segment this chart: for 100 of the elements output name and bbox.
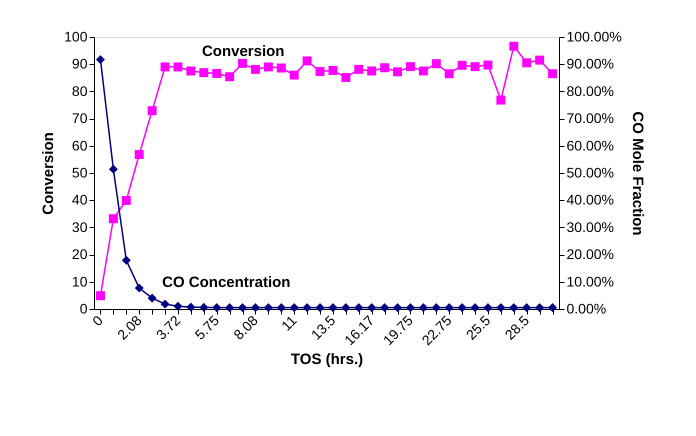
point [509, 42, 518, 51]
series-label: Conversion [202, 42, 284, 60]
point [354, 303, 364, 312]
point [173, 302, 182, 311]
point [186, 66, 196, 76]
point [418, 66, 428, 76]
y-tick-label: 50 [72, 164, 88, 180]
point [341, 73, 350, 82]
y-tick-label: 30 [72, 218, 88, 235]
y2-tick-label: 80.00% [566, 82, 614, 99]
point [470, 62, 480, 72]
point [470, 303, 480, 312]
point [250, 64, 260, 74]
point [483, 60, 492, 70]
point [496, 303, 506, 312]
y2-tick-label: 100.00% [566, 28, 622, 44]
point [160, 62, 170, 72]
point [380, 63, 390, 72]
point [238, 58, 248, 68]
point [496, 96, 506, 105]
y2-axis-title: CO Mole Fraction [628, 111, 646, 236]
y2-tick-label: 30.00% [566, 218, 614, 235]
point [367, 66, 376, 76]
point [250, 303, 260, 312]
y-tick-label: 80 [72, 82, 88, 99]
point [432, 59, 441, 68]
point [225, 72, 234, 82]
point [134, 284, 144, 293]
point [316, 67, 325, 76]
point [380, 303, 390, 312]
point [199, 302, 208, 312]
point [548, 303, 558, 312]
point [444, 69, 454, 78]
point [354, 64, 364, 74]
y-tick-label: 20 [72, 246, 88, 262]
point [393, 67, 402, 76]
point [483, 303, 492, 312]
y-tick-label: 70 [72, 110, 88, 126]
point [509, 303, 518, 312]
point [290, 303, 299, 312]
point [290, 70, 299, 80]
point [367, 303, 376, 312]
y-tick-label: 100 [64, 28, 88, 44]
point [108, 214, 118, 224]
point [522, 303, 532, 312]
point [302, 303, 312, 312]
point [96, 291, 105, 300]
y-axis-title: Conversion [40, 132, 58, 215]
y-tick-label: 0 [80, 300, 88, 316]
series-label: CO Concentration [162, 274, 290, 292]
point [212, 303, 222, 312]
point [225, 303, 234, 312]
point [276, 64, 286, 72]
point [134, 150, 144, 159]
point [432, 303, 441, 312]
point [122, 196, 131, 205]
y2-tick-label: 90.00% [566, 56, 614, 72]
point [341, 303, 350, 312]
y2-tick-label: 50.00% [566, 164, 614, 180]
point [122, 256, 131, 265]
point [264, 62, 273, 72]
x-tick-label: 8.08 [230, 312, 262, 343]
x-tick-label: 3.72 [152, 312, 184, 343]
y2-tick-label: 40.00% [566, 192, 614, 208]
point [212, 68, 222, 78]
point [406, 62, 415, 72]
point [458, 60, 467, 70]
point [302, 56, 312, 66]
x-axis-title: TOS (hrs.) [290, 351, 364, 368]
y2-tick-label: 60.00% [566, 137, 614, 154]
point [444, 303, 454, 312]
point [328, 303, 338, 312]
point [522, 58, 532, 68]
point [406, 303, 415, 312]
point [458, 303, 467, 312]
point [393, 303, 402, 312]
point [96, 55, 105, 64]
point [160, 300, 170, 309]
point [238, 303, 248, 312]
point [535, 56, 544, 65]
y-tick-label: 60 [72, 137, 88, 154]
point [535, 303, 544, 312]
point [418, 303, 428, 312]
point [276, 303, 286, 312]
point [148, 106, 157, 116]
y-tick-label: 90 [72, 56, 88, 72]
point [264, 303, 273, 312]
point [173, 62, 182, 72]
point [316, 303, 325, 312]
point [148, 294, 157, 303]
y2-tick-label: 70.00% [566, 110, 614, 126]
x-tick-label: 0 [89, 312, 106, 329]
point [108, 164, 118, 174]
y2-tick-label: 0.00% [566, 300, 606, 316]
y2-tick-label: 20.00% [566, 246, 614, 262]
y-tick-label: 10 [72, 273, 88, 290]
x-tick-label: 11 [278, 312, 300, 334]
point [328, 66, 338, 75]
y2-tick-label: 10.00% [566, 273, 614, 290]
y-tick-label: 40 [72, 192, 88, 208]
